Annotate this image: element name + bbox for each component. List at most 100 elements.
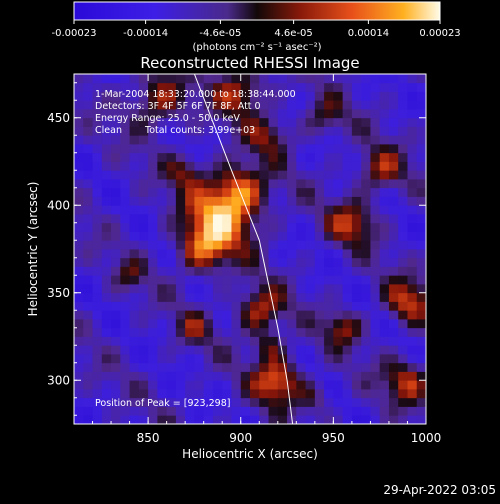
heatmap-cell bbox=[212, 397, 223, 407]
heatmap-cell bbox=[92, 336, 103, 346]
heatmap-cell bbox=[342, 126, 353, 136]
heatmap-cell bbox=[250, 266, 260, 276]
heatmap-cell bbox=[83, 214, 93, 224]
heatmap-cell bbox=[129, 82, 140, 92]
heatmap-cell bbox=[222, 91, 232, 101]
heatmap-cell bbox=[305, 82, 316, 92]
heatmap-cell bbox=[212, 354, 223, 364]
heatmap-cell bbox=[370, 135, 381, 145]
heatmap-cell bbox=[398, 144, 408, 154]
heatmap-cell bbox=[185, 170, 195, 180]
heatmap-cell bbox=[231, 362, 242, 372]
heatmap-cell bbox=[157, 371, 168, 381]
heatmap-cell bbox=[92, 301, 103, 311]
heatmap-cell bbox=[120, 144, 130, 154]
heatmap-cell bbox=[259, 266, 269, 276]
heatmap-cell bbox=[277, 336, 288, 346]
heatmap-cell bbox=[342, 74, 353, 84]
heatmap-cell bbox=[370, 82, 381, 92]
heatmap-cell bbox=[314, 126, 325, 136]
heatmap-cell bbox=[222, 389, 232, 399]
heatmap-cell bbox=[83, 240, 93, 250]
heatmap-cell bbox=[203, 126, 214, 136]
heatmap-cell bbox=[277, 91, 288, 101]
heatmap-cell bbox=[259, 161, 269, 171]
heatmap-cell bbox=[268, 187, 279, 197]
heatmap-cell bbox=[351, 214, 362, 224]
heatmap-cell bbox=[166, 389, 177, 399]
heatmap-cell bbox=[231, 231, 242, 241]
heatmap-cell bbox=[351, 74, 362, 84]
heatmap-cell bbox=[231, 91, 242, 101]
heatmap-cell bbox=[83, 135, 93, 145]
heatmap-cell bbox=[222, 222, 232, 232]
heatmap-cell bbox=[351, 284, 362, 294]
heatmap-cell bbox=[259, 380, 269, 390]
heatmap-cell bbox=[324, 301, 334, 311]
heatmap-cell bbox=[314, 214, 325, 224]
heatmap-cell bbox=[259, 214, 269, 224]
heatmap-cell bbox=[416, 144, 426, 154]
heatmap-cell bbox=[111, 187, 121, 197]
heatmap-cell bbox=[333, 205, 344, 215]
heatmap-cell bbox=[120, 301, 130, 311]
heatmap-cell bbox=[259, 397, 269, 407]
heatmap-cell bbox=[296, 284, 306, 294]
heatmap-cell bbox=[268, 240, 279, 250]
heatmap-cell bbox=[148, 222, 158, 232]
heatmap-cell bbox=[277, 179, 288, 189]
heatmap-cell bbox=[222, 240, 232, 250]
heatmap-cell bbox=[259, 135, 269, 145]
heatmap-cell bbox=[379, 266, 390, 276]
heatmap-cell bbox=[175, 284, 186, 294]
heatmap-cell bbox=[277, 371, 288, 381]
heatmap-cell bbox=[166, 406, 177, 416]
heatmap-cell bbox=[416, 117, 426, 127]
heatmap-cell bbox=[268, 222, 279, 232]
heatmap-cell bbox=[231, 310, 242, 320]
heatmap-cell bbox=[379, 319, 390, 329]
heatmap-cell bbox=[157, 362, 168, 372]
heatmap-cell bbox=[120, 415, 130, 424]
heatmap-cell bbox=[157, 196, 168, 206]
heatmap-cell bbox=[361, 161, 371, 171]
heatmap-cell bbox=[250, 292, 260, 302]
heatmap-cell bbox=[92, 74, 103, 84]
heatmap-cell bbox=[398, 161, 408, 171]
heatmap-cell bbox=[101, 117, 112, 127]
heatmap-cell bbox=[398, 187, 408, 197]
heatmap-cell bbox=[351, 179, 362, 189]
heatmap-cell bbox=[314, 161, 325, 171]
heatmap-cell bbox=[287, 327, 297, 337]
colorbar-tick-label: -0.00014 bbox=[123, 28, 168, 39]
heatmap-cell bbox=[324, 319, 334, 329]
heatmap-cell bbox=[185, 240, 195, 250]
heatmap-cell bbox=[407, 152, 418, 162]
heatmap-cell bbox=[314, 371, 325, 381]
heatmap-cell bbox=[259, 301, 269, 311]
heatmap-cell bbox=[111, 275, 121, 285]
heatmap-cell bbox=[101, 301, 112, 311]
heatmap-cell bbox=[166, 214, 177, 224]
heatmap-cell bbox=[240, 109, 251, 119]
heatmap-cell bbox=[138, 187, 149, 197]
heatmap-cell bbox=[250, 82, 260, 92]
heatmap-cell bbox=[185, 214, 195, 224]
heatmap-cell bbox=[231, 249, 242, 259]
heatmap-cell bbox=[250, 371, 260, 381]
heatmap-cell bbox=[305, 354, 316, 364]
heatmap-cell bbox=[407, 310, 418, 320]
heatmap-cell bbox=[185, 126, 195, 136]
heatmap-cell bbox=[203, 275, 214, 285]
heatmap-cell bbox=[120, 249, 130, 259]
heatmap-cell bbox=[361, 205, 371, 215]
heatmap-cell bbox=[185, 362, 195, 372]
heatmap-cell bbox=[379, 415, 390, 424]
heatmap-cell bbox=[83, 179, 93, 189]
heatmap-cell bbox=[157, 126, 168, 136]
heatmap-cell bbox=[287, 371, 297, 381]
heatmap-cell bbox=[194, 152, 205, 162]
heatmap-cell bbox=[407, 214, 418, 224]
heatmap-cell bbox=[212, 362, 223, 372]
heatmap-cell bbox=[342, 161, 353, 171]
